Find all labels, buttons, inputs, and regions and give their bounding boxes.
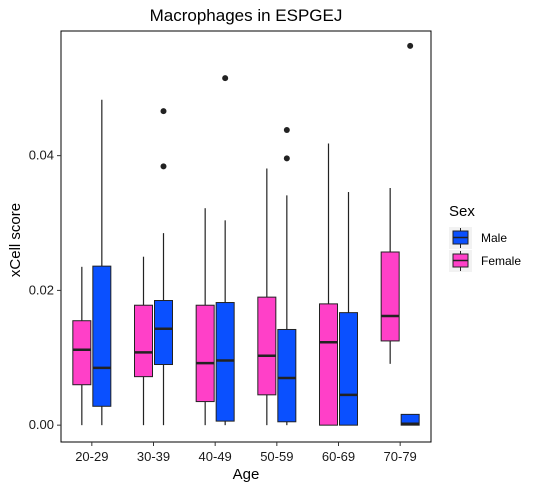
box-male-70-79 [400, 42, 420, 426]
box-male-50-59 [277, 127, 297, 426]
x-tick-label: 70-79 [384, 449, 417, 464]
box-iqr [215, 302, 235, 422]
outlier-point [222, 75, 229, 82]
x-axis-title: Age [233, 466, 260, 483]
x-tick-label: 60-69 [322, 449, 355, 464]
y-tick-label: 0.04 [29, 148, 54, 163]
box-female-20-29 [72, 266, 92, 426]
outlier-point [160, 108, 167, 115]
legend-title: Sex [449, 203, 475, 220]
y-axis-title: xCell score [7, 203, 24, 277]
box-female-40-49 [195, 208, 215, 426]
outlier-point [283, 155, 290, 162]
legend-item-male: Male [449, 227, 507, 249]
box-iqr [92, 265, 112, 407]
legend-label: Male [481, 231, 507, 245]
legend: Sex Male Female [449, 203, 521, 272]
plot-panel [60, 30, 432, 443]
x-tick-label: 30-39 [137, 449, 170, 464]
box-female-50-59 [257, 168, 277, 426]
x-tick-label: 20-29 [75, 449, 108, 464]
outlier-point [407, 42, 414, 49]
boxes-layer [72, 42, 420, 426]
box-iqr [277, 328, 297, 423]
box-iqr [257, 296, 277, 396]
box-male-30-39 [154, 108, 173, 426]
box-male-40-49 [215, 75, 235, 426]
legend-item-female: Female [449, 250, 521, 272]
box-male-60-69 [339, 192, 358, 426]
y-axis: 0.00 0.02 0.04 [29, 148, 61, 432]
x-tick-label: 50-59 [260, 449, 293, 464]
box-iqr [380, 251, 400, 342]
chart-title: Macrophages in ESPGEJ [150, 6, 343, 25]
y-tick-label: 0.02 [29, 282, 54, 297]
box-female-70-79 [380, 187, 400, 364]
box-iqr [134, 304, 153, 378]
box-iqr [72, 320, 92, 386]
legend-label: Female [481, 254, 521, 268]
box-iqr [154, 300, 173, 366]
box-iqr [195, 304, 215, 403]
box-female-60-69 [319, 143, 338, 426]
box-female-30-39 [134, 256, 153, 426]
y-tick-label: 0.00 [29, 417, 54, 432]
box-iqr [339, 312, 358, 426]
box-iqr [400, 413, 420, 426]
outlier-point [160, 163, 167, 170]
x-tick-label: 40-49 [199, 449, 232, 464]
x-axis: 20-29 30-39 40-49 50-59 60-69 70-79 [75, 442, 417, 464]
box-iqr [319, 303, 338, 426]
box-male-20-29 [92, 99, 112, 426]
outlier-point [283, 127, 290, 134]
